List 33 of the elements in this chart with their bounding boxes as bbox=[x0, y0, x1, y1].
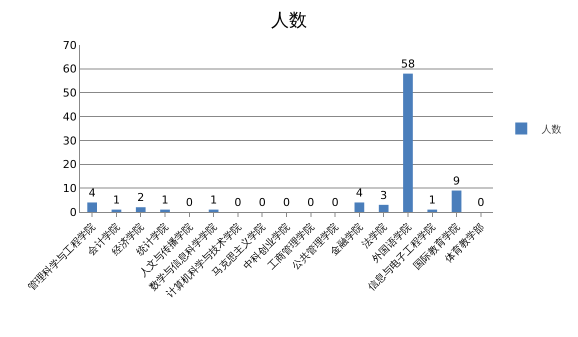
data-label: 0 bbox=[258, 196, 266, 209]
chart-title: 人数 bbox=[271, 10, 307, 32]
data-label: 3 bbox=[380, 188, 388, 202]
bar bbox=[378, 204, 389, 212]
y-tick-label: 70 bbox=[62, 38, 77, 52]
data-label: 1 bbox=[210, 194, 218, 207]
y-tick-label: 30 bbox=[62, 134, 77, 148]
y-tick-label: 60 bbox=[62, 62, 77, 76]
bar bbox=[354, 202, 364, 212]
legend-label: 人数 bbox=[541, 124, 562, 136]
y-tick-label: 20 bbox=[62, 158, 77, 172]
y-tick-label: 10 bbox=[62, 182, 77, 195]
data-label: 1 bbox=[162, 194, 169, 207]
data-label: 0 bbox=[332, 196, 339, 209]
bar bbox=[87, 202, 98, 212]
data-label: 0 bbox=[283, 196, 290, 209]
bar bbox=[403, 74, 413, 212]
bar bbox=[452, 190, 462, 212]
data-label: 58 bbox=[400, 58, 415, 71]
data-label: 4 bbox=[356, 186, 363, 200]
data-label: 0 bbox=[234, 196, 242, 209]
y-tick-label: 40 bbox=[62, 110, 77, 124]
y-tick-label: 0 bbox=[70, 206, 77, 219]
data-label: 2 bbox=[137, 191, 144, 204]
data-label: 0 bbox=[186, 196, 193, 209]
data-label: 1 bbox=[428, 194, 436, 207]
bar bbox=[136, 207, 146, 212]
data-label: 0 bbox=[307, 196, 314, 209]
data-label: 4 bbox=[88, 186, 96, 200]
data-label: 1 bbox=[112, 194, 120, 207]
data-label: 9 bbox=[453, 174, 460, 188]
y-tick-label: 50 bbox=[62, 86, 77, 100]
data-label: 0 bbox=[477, 196, 484, 209]
